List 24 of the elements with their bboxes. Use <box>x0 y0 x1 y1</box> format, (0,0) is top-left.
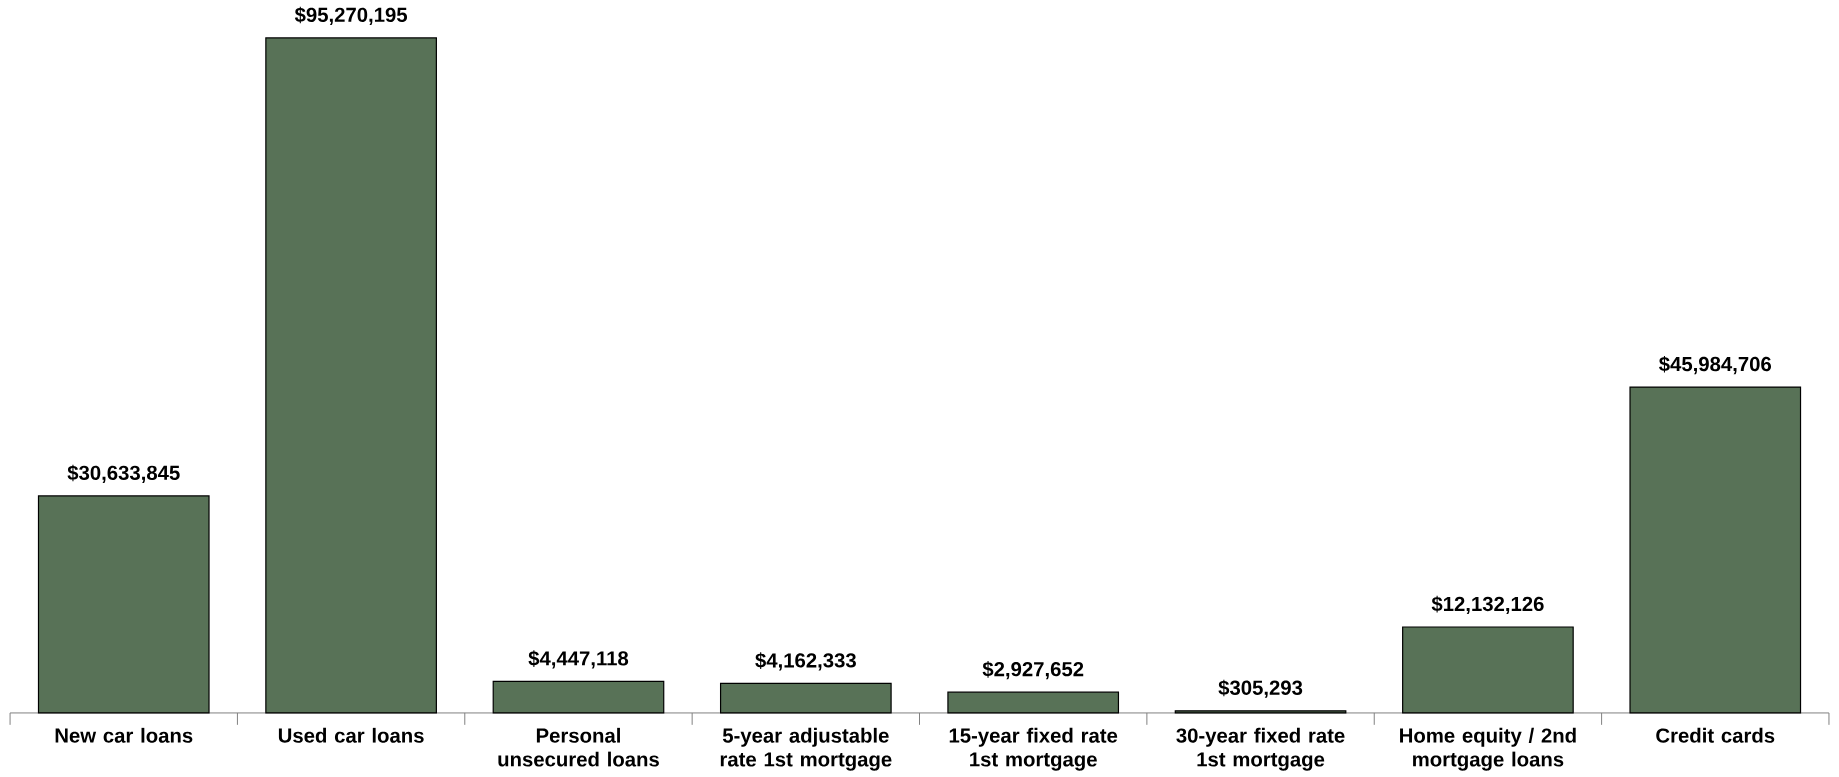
x-tick-label: 5-year adjustable rate 1st mortgage <box>720 727 892 771</box>
x-tick-label: 15-year fixed rate 1st mortgage <box>949 727 1118 771</box>
data-label: $4,162,333 <box>755 652 856 671</box>
x-tick-label: Personal unsecured loans <box>498 727 659 767</box>
x-tick-label: Credit cards <box>1656 727 1775 743</box>
data-label: $4,447,118 <box>528 650 629 669</box>
bar <box>492 680 665 714</box>
x-tick-label: New car loans <box>55 727 193 743</box>
x-tick-label: 30-year fixed rate 1st mortgage <box>1176 727 1345 771</box>
bar <box>265 37 437 714</box>
bar <box>37 495 210 714</box>
data-label: $2,927,652 <box>982 660 1084 680</box>
bar <box>1629 386 1802 714</box>
bar <box>1174 709 1347 714</box>
data-label: $305,293 <box>1218 679 1303 698</box>
x-tick-label: Used car loans <box>278 727 424 743</box>
x-tick-label: Home equity / 2nd mortgage loans <box>1400 727 1576 771</box>
data-label: $30,633,845 <box>67 464 180 483</box>
bar <box>1402 626 1574 714</box>
data-label: $12,132,126 <box>1431 595 1544 614</box>
bar <box>947 691 1120 714</box>
data-label: $45,984,706 <box>1659 355 1772 374</box>
bar <box>719 682 892 714</box>
data-label: $95,270,195 <box>294 6 408 25</box>
